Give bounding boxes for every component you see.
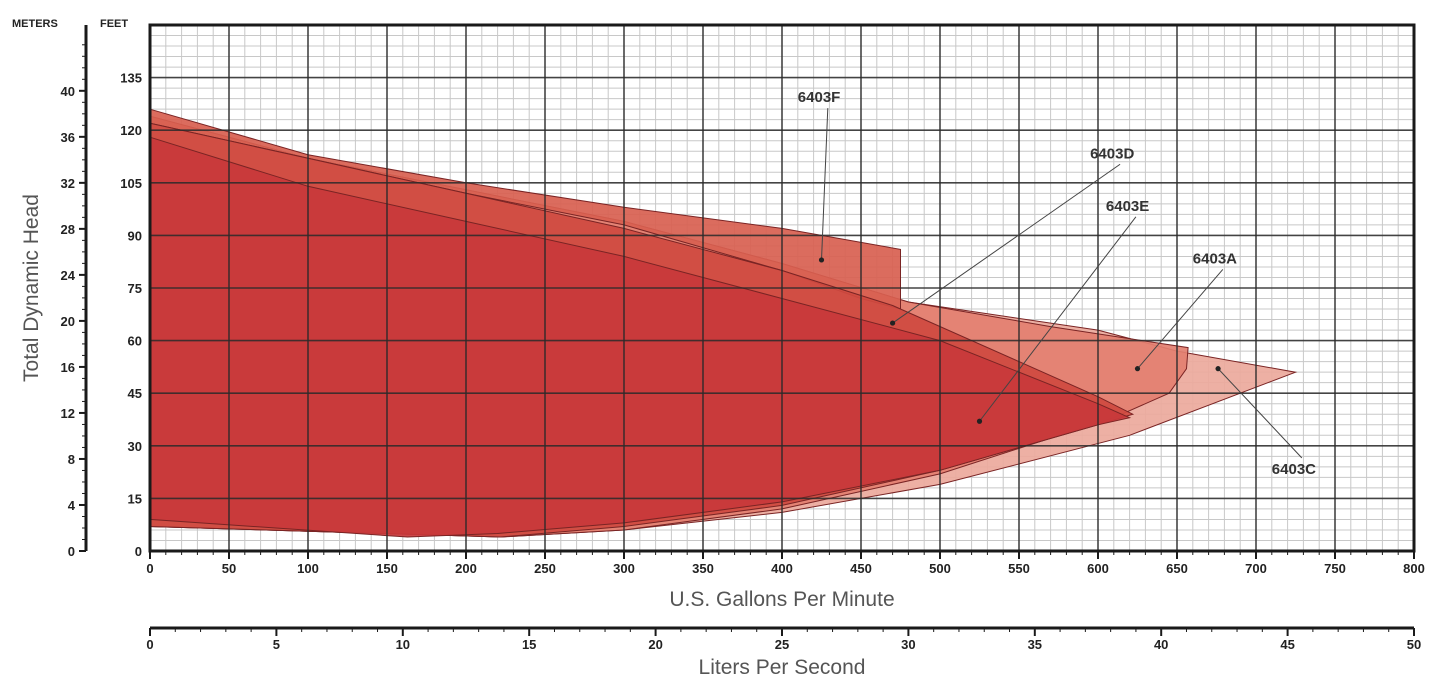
- pump-curve-areas: [149, 108, 1298, 538]
- x2-tick-label: 10: [396, 637, 410, 652]
- callout-dot-6403a: [1134, 366, 1141, 372]
- y-meters-tick-label: 28: [61, 222, 75, 237]
- y-meters-units-label: METERS: [12, 18, 58, 30]
- callout-label-6403d: 6403D: [1090, 145, 1134, 162]
- x-tick-label: 100: [297, 561, 319, 576]
- callout-label-6403e: 6403E: [1106, 198, 1149, 215]
- x-tick-label: 250: [534, 561, 556, 576]
- callout-dot-6403e: [976, 418, 983, 424]
- x-tick-label: 300: [613, 561, 635, 576]
- y-feet-tick-label: 120: [120, 123, 142, 138]
- y-meters-tick-label: 8: [68, 452, 75, 467]
- x-axis-title: U.S. Gallons Per Minute: [669, 588, 894, 611]
- y-meters-tick-label: 0: [68, 544, 75, 559]
- callout-label-6403a: 6403A: [1193, 250, 1237, 267]
- x2-tick-label: 25: [775, 637, 789, 652]
- y-feet-tick-label: 60: [128, 334, 142, 349]
- x2-tick-label: 45: [1280, 637, 1294, 652]
- y-meters-tick-label: 24: [61, 268, 76, 283]
- callout-dot-6403d: [890, 320, 896, 326]
- x2-tick-label: 20: [648, 637, 662, 652]
- y-feet-tick-label: 135: [120, 71, 142, 86]
- axes: 0 50 100 150 200 250 300 350 400 450 500 550 600 650 7…: [61, 25, 1425, 652]
- x-tick-label: 500: [929, 561, 951, 576]
- y-meters-tick-label: 36: [61, 130, 75, 145]
- curve-callouts: 6403F 6403D 6403E 6403A 6403C: [798, 89, 1316, 478]
- x2-tick-label: 30: [901, 637, 915, 652]
- x-tick-label: 150: [376, 561, 398, 576]
- callout-label-6403c: 6403C: [1272, 461, 1316, 478]
- callout-leader-6403f: [821, 108, 829, 260]
- y-feet-tick-label: 75: [128, 281, 142, 296]
- x2-axis-title: Liters Per Second: [699, 656, 866, 679]
- y-feet-tick-label: 30: [128, 439, 142, 454]
- x-tick-label: 200: [455, 561, 477, 576]
- y-feet-tick-label: 45: [128, 386, 142, 401]
- y-meters-tick-label: 4: [68, 498, 76, 513]
- y-feet-tick-label: 0: [135, 544, 142, 559]
- y-feet-tick-label: 105: [120, 176, 142, 191]
- x2-tick-label: 40: [1154, 637, 1168, 652]
- y-meters-tick-label: 16: [61, 360, 75, 375]
- x2-tick-label: 0: [146, 637, 153, 652]
- y-feet-tick-label: 90: [128, 228, 142, 243]
- x2-tick-label: 50: [1407, 637, 1421, 652]
- y-feet-tick-label: 15: [128, 491, 142, 506]
- callout-dot-6403f: [818, 257, 825, 263]
- x-tick-label: 400: [771, 561, 793, 576]
- x-tick-label: 50: [222, 561, 236, 576]
- x-tick-label: 750: [1324, 561, 1346, 576]
- x-tick-label: 350: [692, 561, 714, 576]
- y-meters-tick-label: 40: [61, 84, 75, 99]
- x-tick-label: 600: [1087, 561, 1109, 576]
- callout-leader-6403c: [1217, 368, 1303, 459]
- x-tick-label: 800: [1403, 561, 1425, 576]
- callout-leader-6403e: [979, 216, 1137, 422]
- y-meters-tick-label: 12: [61, 406, 75, 421]
- y-axis-title: Total Dynamic Head: [20, 194, 43, 382]
- callout-leader-6403d: [892, 163, 1121, 324]
- callout-label-6403f: 6403F: [798, 89, 841, 106]
- x-tick-label: 650: [1166, 561, 1188, 576]
- y-meters-tick-label: 20: [61, 314, 75, 329]
- callout-dot-6403c: [1215, 366, 1221, 372]
- x-tick-label: 450: [850, 561, 872, 576]
- x2-tick-label: 5: [273, 637, 280, 652]
- x-tick-label: 0: [146, 561, 153, 576]
- x2-tick-label: 15: [522, 637, 536, 652]
- x-tick-label: 550: [1008, 561, 1030, 576]
- x-tick-label: 700: [1245, 561, 1267, 576]
- x2-tick-label: 35: [1028, 637, 1042, 652]
- major-grid: [149, 25, 1415, 552]
- callout-leader-6403a: [1137, 269, 1224, 369]
- y-feet-units-label: FEET: [100, 18, 128, 30]
- y-meters-tick-label: 32: [61, 176, 75, 191]
